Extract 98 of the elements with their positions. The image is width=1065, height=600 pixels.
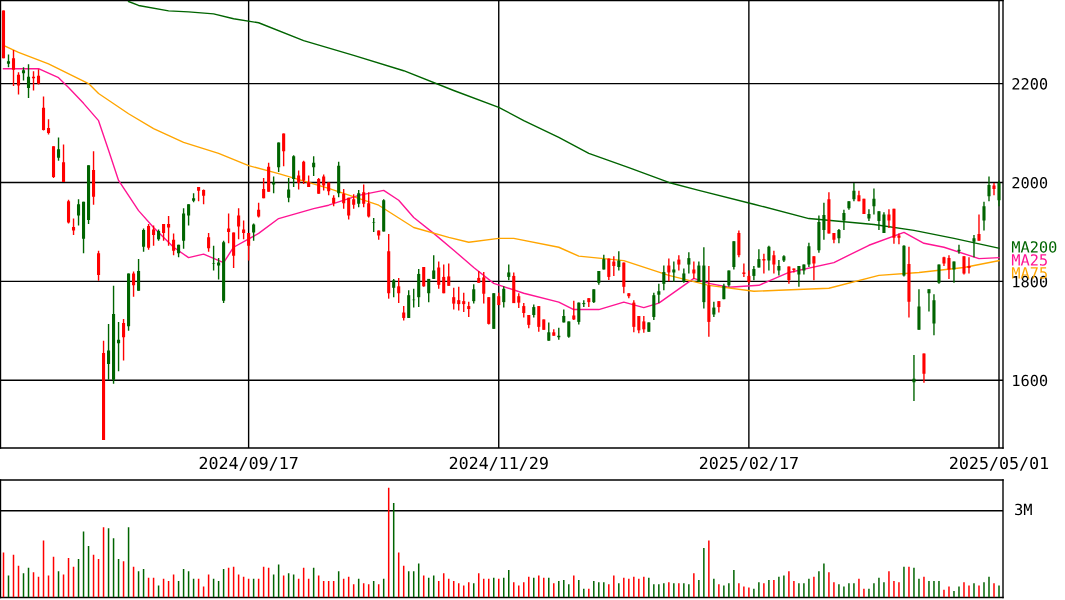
candlestick: [652, 292, 656, 321]
candlestick: [912, 354, 916, 402]
ref-line-label: 3M: [1015, 503, 1032, 516]
candlestick: [737, 229, 741, 258]
x-tick-label: 2024/11/29: [449, 456, 548, 471]
candlestick: [122, 318, 126, 362]
candlestick: [187, 203, 191, 227]
candlestick: [66, 199, 71, 225]
candlestick: [26, 63, 31, 99]
line-series: [2, 44, 1000, 292]
candlestick: [887, 208, 891, 229]
candlestick: [292, 154, 296, 188]
candlestick: [142, 227, 146, 253]
candlestick: [242, 219, 246, 241]
candlestick: [917, 288, 921, 331]
candlestick: [342, 188, 346, 210]
candlestick: [767, 245, 771, 272]
candlestick: [807, 242, 811, 268]
candlestick: [362, 183, 366, 208]
candlestick: [697, 260, 701, 283]
candlestick: [982, 201, 986, 232]
candlestick: [987, 175, 991, 202]
candlestick: [147, 223, 151, 251]
candlestick: [282, 132, 286, 167]
candlestick: [852, 182, 856, 202]
candlestick: [757, 248, 761, 269]
candlestick: [217, 257, 221, 281]
x-tick-label: 2025/05/01: [950, 456, 1049, 471]
candlestick: [417, 268, 421, 308]
candlestick: [227, 212, 231, 244]
x-tick-label: 2024/09/17: [199, 456, 298, 471]
candlestick: [547, 321, 551, 342]
candlestick: [432, 254, 436, 280]
candlestick: [61, 143, 66, 183]
candlestick: [687, 251, 691, 275]
candlestick: [11, 49, 16, 87]
candlestick: [247, 232, 251, 262]
candlestick: [877, 210, 881, 231]
candlestick: [977, 213, 981, 242]
candlestick: [927, 288, 931, 313]
candlestick: [56, 136, 61, 162]
candlestick: [452, 287, 456, 311]
candlestick: [672, 260, 676, 283]
candlestick: [932, 293, 936, 336]
candlestick: [617, 250, 621, 272]
series-label: MA200: [1011, 241, 1057, 253]
candlestick: [422, 266, 426, 288]
candlestick: [447, 262, 451, 287]
candlestick: [462, 292, 466, 313]
candlestick: [482, 271, 486, 305]
candlestick: [137, 258, 141, 292]
candlestick: [152, 224, 156, 247]
candlestick: [657, 283, 661, 304]
candlestick: [692, 260, 696, 280]
candlestick: [812, 255, 816, 282]
candlestick: [76, 198, 81, 227]
candlestick: [207, 232, 211, 253]
candlestick: [822, 202, 826, 241]
candlestick: [132, 270, 136, 298]
candlestick: [897, 232, 901, 245]
candlestick: [882, 211, 886, 234]
candlestick: [842, 208, 846, 231]
candlestick: [41, 95, 46, 132]
candlestick: [457, 286, 461, 312]
candlestick: [172, 232, 176, 256]
candlestick: [287, 177, 291, 203]
candlestick: [16, 71, 21, 96]
candlestick: [772, 250, 776, 275]
series-label: MA25: [1011, 254, 1047, 266]
candlestick: [922, 352, 926, 384]
line-series: [2, 68, 1000, 311]
y-tick-label: 2000: [1012, 176, 1048, 189]
candlestick: [107, 323, 111, 381]
candlestick: [742, 262, 746, 278]
candlestick: [232, 231, 236, 269]
candlestick: [472, 283, 476, 305]
candlestick: [537, 305, 541, 333]
y-tick-label: 2200: [1012, 78, 1048, 90]
candlestick: [762, 252, 766, 275]
candlestick: [392, 278, 396, 298]
candlestick: [677, 254, 681, 272]
candlestick: [302, 160, 306, 185]
candlestick: [992, 182, 996, 197]
candlestick: [797, 265, 801, 288]
candlestick: [97, 250, 101, 282]
candlestick: [397, 277, 401, 304]
candlestick: [872, 187, 876, 216]
x-tick-label: 2025/02/17: [699, 456, 798, 471]
candlestick: [662, 264, 666, 291]
candlestick: [367, 191, 371, 219]
y-tick-label: 1600: [1013, 374, 1048, 387]
candlestick: [442, 263, 446, 294]
candlestick: [997, 179, 1001, 207]
candlestick: [437, 260, 441, 290]
candlestick: [407, 289, 411, 319]
candlestick: [297, 169, 301, 191]
candlestick: [502, 285, 506, 309]
candlestick: [572, 299, 576, 321]
